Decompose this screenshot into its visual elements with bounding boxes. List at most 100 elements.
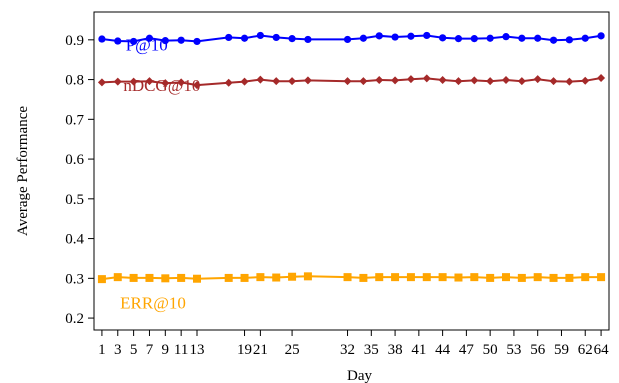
x-tick-label: 41: [411, 342, 426, 358]
x-tick-label: 9: [162, 342, 170, 358]
data-point: [193, 274, 201, 283]
data-point: [272, 33, 280, 42]
data-point: [422, 273, 431, 282]
x-tick-label: 7: [146, 342, 154, 358]
data-point: [256, 31, 264, 40]
x-tick-label: 25: [285, 342, 300, 358]
data-point: [549, 77, 558, 86]
data-point: [502, 33, 510, 41]
y-tick-label: 0.6: [65, 152, 84, 168]
data-point: [549, 36, 558, 44]
data-point: [193, 37, 201, 46]
series-P@10: P@10: [98, 31, 605, 55]
data-point: [145, 273, 154, 282]
y-tick-label: 0.5: [65, 192, 84, 208]
y-tick-label: 0.4: [65, 232, 84, 248]
data-point: [375, 273, 384, 282]
data-point: [375, 32, 383, 40]
data-point: [470, 76, 479, 85]
data-point: [597, 32, 605, 40]
data-point: [256, 75, 265, 84]
data-point: [145, 77, 154, 86]
x-tick-label: 13: [190, 342, 205, 358]
x-tick-label: 11: [174, 342, 188, 358]
data-point: [359, 77, 368, 86]
x-tick-label: 44: [435, 342, 451, 358]
x-tick-label: 19: [237, 342, 252, 358]
data-point: [161, 274, 170, 283]
data-point: [145, 34, 154, 42]
data-point: [422, 74, 431, 83]
data-point: [439, 34, 447, 42]
x-tick-label: 32: [340, 342, 355, 358]
data-point: [470, 35, 478, 43]
data-point: [438, 273, 447, 282]
data-point: [375, 75, 384, 84]
data-point: [486, 34, 494, 42]
data-point: [406, 75, 415, 84]
data-point: [193, 81, 201, 90]
data-point: [303, 76, 312, 85]
data-point: [486, 273, 495, 282]
x-tick-label: 50: [483, 342, 498, 358]
data-point: [581, 34, 589, 42]
y-axis: 0.2 0.3 0.4 0.5 0.6 0.7 0.8 0.9: [65, 33, 94, 327]
data-point: [256, 273, 265, 282]
data-point: [343, 273, 352, 282]
data-point: [272, 77, 281, 86]
data-point: [288, 35, 296, 43]
x-axis: 1 5 9 13 19 25 32 38 44 50 56 623 7 11 21 35 41 47 53 59 64: [98, 330, 609, 358]
plot-frame: [93, 11, 610, 331]
x-tick-label: 47: [459, 342, 475, 358]
data-point: [438, 75, 447, 84]
data-point: [224, 273, 233, 282]
data-point: [391, 273, 400, 282]
series-line: [101, 34, 602, 43]
series-label: ERR@10: [120, 294, 186, 313]
data-point: [114, 37, 122, 45]
data-point: [224, 78, 233, 87]
x-tick-label: 64: [594, 342, 610, 358]
data-point: [533, 273, 542, 282]
data-point: [517, 273, 526, 282]
data-point: [581, 273, 590, 282]
data-point: [565, 273, 574, 282]
data-point: [359, 273, 368, 282]
series-nDCG@10: nDCG@10: [97, 73, 606, 95]
x-tick-label: 59: [554, 342, 569, 358]
data-point: [288, 77, 297, 86]
data-point: [343, 35, 352, 44]
data-point: [454, 273, 463, 282]
y-tick-label: 0.3: [65, 271, 84, 287]
data-point: [113, 77, 122, 86]
x-tick-label: 56: [530, 342, 546, 358]
data-point: [581, 76, 590, 85]
data-point: [288, 272, 297, 281]
series-label: nDCG@10: [123, 76, 200, 95]
data-point: [177, 273, 186, 282]
data-point: [343, 77, 352, 86]
data-point: [549, 273, 558, 282]
data-point: [97, 78, 106, 87]
data-point: [161, 37, 169, 45]
data-point: [98, 35, 106, 43]
data-point: [304, 35, 312, 44]
y-tick-label: 0.2: [65, 311, 84, 327]
x-tick-label: 53: [506, 342, 521, 358]
x-tick-label: 35: [364, 342, 379, 358]
data-point: [502, 273, 510, 282]
data-point: [423, 31, 431, 40]
y-tick-label: 0.9: [65, 33, 84, 49]
series-ERR@10: ERR@10: [97, 272, 606, 313]
data-point: [359, 34, 367, 42]
data-point: [597, 73, 606, 82]
data-point: [303, 272, 312, 281]
x-tick-label: 1: [98, 342, 106, 358]
data-point: [518, 34, 526, 42]
data-point: [97, 275, 106, 284]
y-axis-label: Average Performance: [15, 106, 31, 236]
data-point: [406, 273, 415, 282]
data-point: [130, 37, 138, 46]
data-point: [177, 36, 185, 44]
data-point: [407, 32, 415, 40]
